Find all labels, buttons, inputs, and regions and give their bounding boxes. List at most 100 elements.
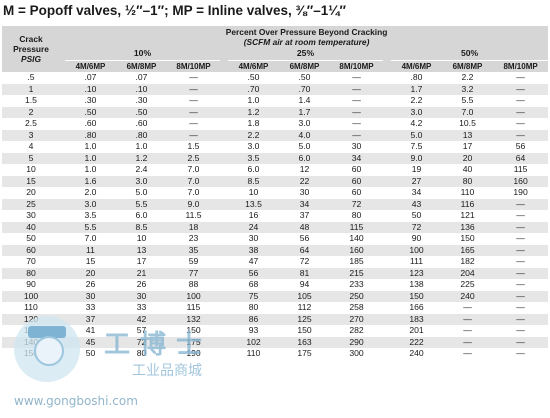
flow-value-cell: 26	[136, 279, 147, 289]
crack-pressure-cell: 2.5	[25, 118, 37, 128]
header-gap	[220, 48, 228, 60]
flow-value-cell: 35	[167, 244, 220, 256]
row-gap	[220, 72, 228, 84]
flow-value-cell: .10	[116, 83, 167, 95]
flow-value-cell: .60	[135, 118, 148, 128]
table-row: 70 15 17 59 47 72 185 111 182 —	[2, 256, 548, 268]
flow-value-cell: 175	[167, 336, 220, 348]
crack-pressure-cell: 50	[26, 233, 36, 243]
flow-value-cell: —	[516, 279, 525, 289]
flow-value-cell: —	[493, 313, 549, 325]
table-row: 90 26 26 88 68 94 233 138 225 —	[2, 279, 548, 291]
row-gap	[220, 244, 228, 256]
flow-value-cell: 80	[136, 348, 147, 358]
flow-value-cell: 77	[167, 267, 220, 279]
flow-value-cell: 10	[136, 233, 147, 243]
flow-value-cell: 111	[409, 256, 424, 266]
flow-value-cell: 13	[442, 129, 493, 141]
row-gap	[220, 175, 228, 187]
flow-value-cell: —	[493, 336, 549, 348]
row-gap	[220, 187, 228, 199]
flow-value-cell: —	[189, 95, 198, 105]
percent-over-pressure-header: Percent Over Pressure Beyond Cracking (S…	[65, 26, 549, 48]
flow-value-cell: 16	[248, 210, 259, 220]
flow-value-cell: 42	[116, 313, 167, 325]
row-gap	[383, 233, 391, 245]
flow-value-cell: 185	[349, 256, 364, 266]
row-gap	[383, 72, 391, 84]
flow-value-cell: 12	[299, 164, 310, 174]
column-header: 6M/8MP	[116, 60, 167, 72]
flow-value-cell: 20	[65, 267, 116, 279]
pct-10-header: 10%	[65, 48, 220, 61]
flow-value-cell: 17	[136, 256, 147, 266]
row-gap	[60, 198, 65, 210]
flow-value-cell: —	[330, 106, 383, 118]
row-gap	[383, 152, 391, 164]
flow-value-cell: 10.5	[459, 118, 476, 128]
flow-value-cell: 7.5	[410, 141, 423, 151]
pct-50-header: 50%	[391, 48, 549, 61]
flow-value-cell: .80	[65, 129, 116, 141]
flow-value-cell: —	[493, 244, 549, 256]
flow-value-cell: 100	[167, 290, 220, 302]
flow-value-cell: 3.0	[116, 175, 167, 187]
crack-pressure-cell: 20	[26, 187, 36, 197]
flow-value-cell: 7.0	[84, 233, 97, 243]
flow-value-cell: 94	[299, 279, 310, 289]
table-row: 30 3.5 6.0 11.5 16 37 80 50 121 —	[2, 210, 548, 222]
row-gap	[220, 95, 228, 107]
flow-value-cell: 6.0	[135, 210, 148, 220]
flow-value-cell: 30	[248, 233, 259, 243]
row-gap	[383, 164, 391, 176]
flow-value-cell: .80	[410, 72, 423, 82]
flow-value-cell: 90	[411, 233, 422, 243]
table-row: 140 45 72 175 102 163 290 222— —	[2, 336, 549, 348]
flow-value-cell: 3.0	[247, 141, 260, 151]
flow-value-cell: 13	[116, 244, 167, 256]
flow-value-cell: 160	[330, 244, 383, 256]
flow-value-cell: —	[352, 95, 361, 105]
flow-value-cell: 215	[330, 267, 383, 279]
flow-value-cell: 1.6	[65, 175, 116, 187]
flow-value-cell: 80	[442, 175, 493, 187]
flow-value-cell: 115	[186, 302, 201, 312]
flow-value-cell: 300	[349, 348, 364, 358]
row-gap	[60, 83, 65, 95]
flow-value-cell: 3.2	[442, 83, 493, 95]
flow-value-cell: 240	[442, 290, 493, 302]
flow-value-cell: 3.0	[65, 198, 116, 210]
header-gap	[383, 48, 391, 60]
flow-value-cell: 1.5	[187, 141, 200, 151]
flow-value-cell: 1.8	[247, 118, 260, 128]
crack-pressure-cell: 90	[26, 279, 36, 289]
row-gap	[383, 279, 391, 291]
table-body: .5.07.07— .50.50— .80 2.2—1.10.10— .70.70—1.…	[2, 72, 549, 360]
flow-value-cell: 27	[391, 175, 442, 187]
column-header: 8M/10MP	[493, 60, 549, 72]
row-gap	[60, 290, 65, 302]
flow-value-cell: 165	[442, 244, 493, 256]
header-gap	[220, 60, 228, 72]
flow-value-cell: 5.0	[391, 129, 442, 141]
flow-value-cell: —	[189, 72, 198, 82]
flow-value-cell: 17	[462, 141, 473, 151]
flow-value-cell: 15	[85, 256, 96, 266]
row-gap	[383, 175, 391, 187]
flow-value-cell: —	[516, 256, 525, 266]
pct-25-header: 25%	[228, 48, 383, 61]
flow-value-cell: —	[516, 233, 525, 243]
flow-value-cell: 13.5	[228, 198, 279, 210]
flow-value-cell: 86	[228, 313, 279, 325]
flow-value-cell: 8.5	[228, 175, 279, 187]
flow-value-cell: —	[493, 198, 549, 210]
flow-value-cell: 10	[248, 187, 259, 197]
table-row: 20 2.0 5.0 7.0 10 30 60 34 110 190	[2, 187, 548, 199]
flow-value-cell: 72	[391, 221, 442, 233]
row-gap	[383, 118, 391, 130]
row-gap	[383, 187, 391, 199]
flow-value-cell: —	[352, 72, 361, 82]
flow-value-cell: 116	[442, 198, 493, 210]
flow-value-cell: 37	[65, 313, 116, 325]
row-gap	[383, 83, 391, 95]
